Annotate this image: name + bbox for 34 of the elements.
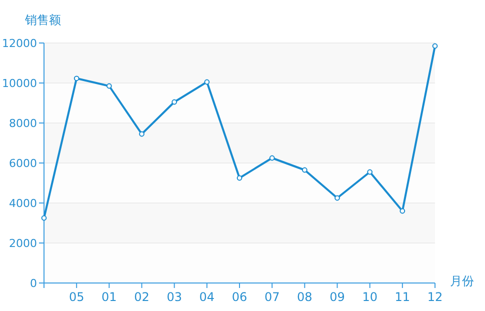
x-axis-title: 月份 <box>450 274 474 288</box>
x-tick-label: 06 <box>232 290 248 304</box>
y-tick-label: 8000 <box>9 117 37 130</box>
x-tick-label: 02 <box>134 290 150 304</box>
point <box>139 131 144 137</box>
x-tick-label: 08 <box>297 290 312 304</box>
x-tick-label: 07 <box>264 290 280 304</box>
y-tick-label: 2000 <box>9 237 37 250</box>
x-tick-label: 05 <box>68 290 84 304</box>
point <box>334 195 340 201</box>
x-tick-label: 11 <box>394 290 410 304</box>
point <box>269 155 275 161</box>
point <box>204 79 210 85</box>
x-tick-label: 10 <box>362 290 378 304</box>
y-axis-title: 销售额 <box>24 13 61 27</box>
point <box>432 43 438 49</box>
y-tick-label: 0 <box>30 277 37 290</box>
point <box>172 99 178 105</box>
point <box>236 175 242 181</box>
x-tick-label: 12 <box>427 290 443 304</box>
point <box>400 208 406 214</box>
point <box>106 83 112 89</box>
x-tick-label: 09 <box>330 290 345 304</box>
point <box>367 169 373 175</box>
point <box>302 167 308 173</box>
y-tick-label: 12000 <box>2 37 37 50</box>
point <box>74 76 80 82</box>
x-tick-label: 01 <box>102 290 117 304</box>
y-tick-label: 4000 <box>9 197 37 210</box>
y-tick-label: 10000 <box>2 77 37 90</box>
x-tick-label: 03 <box>166 290 182 304</box>
y-tick-label: 6000 <box>9 157 37 170</box>
x-tick-label: 04 <box>199 290 215 304</box>
point <box>41 215 47 221</box>
